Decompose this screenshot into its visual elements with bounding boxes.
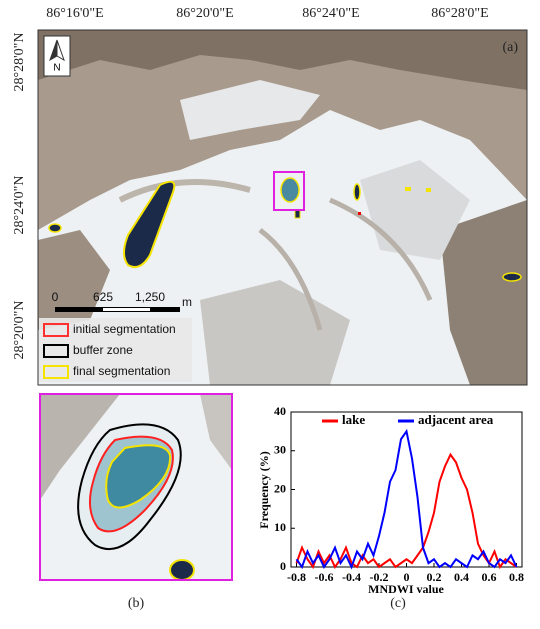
- x-axis-label: MNDWI value: [368, 582, 444, 596]
- x-tick-label: 0.8: [509, 570, 524, 584]
- legend-label: initial segmentation: [73, 322, 176, 336]
- longitude-label: 86°24'0"E: [302, 6, 359, 21]
- y-tick-label: 40: [274, 404, 286, 418]
- legend-label: buffer zone: [73, 343, 133, 357]
- scale-label: 625: [93, 290, 113, 304]
- x-tick-label: -0.2: [370, 570, 389, 584]
- x-tick-label: -0.6: [315, 570, 334, 584]
- scale-bar: [103, 308, 150, 311]
- y-tick-label: 30: [274, 443, 286, 457]
- x-tick-label: 0: [404, 570, 410, 584]
- longitude-label: 86°20'0"E: [176, 6, 233, 21]
- x-tick-label: -0.4: [342, 570, 361, 584]
- panel-label: (a): [502, 40, 518, 55]
- legend-label: final segmentation: [73, 364, 170, 378]
- line-series: [297, 431, 517, 567]
- latitude-label: 28°24'0"N: [12, 176, 27, 235]
- x-tick-label: 0.6: [482, 570, 497, 584]
- scale-label: 0: [52, 290, 59, 304]
- x-tick-label: 0.2: [427, 570, 442, 584]
- latitude-label: 28°20'0"N: [12, 301, 27, 360]
- longitude-label: 86°16'0"E: [46, 6, 103, 21]
- longitude-label: 86°28'0"E: [431, 6, 488, 21]
- scale-unit: m: [182, 295, 192, 309]
- latitude-label: 28°28'0"N: [12, 33, 27, 92]
- legend-label: lake: [342, 412, 365, 427]
- y-tick-label: 0: [280, 559, 286, 573]
- figure: N (a) 86°16'0"E 86°20'0"E 86°24'0"E 86°2…: [0, 0, 540, 624]
- inset-image: [40, 394, 232, 580]
- north-label: N: [53, 63, 60, 74]
- y-axis-label: Frequency (%): [257, 451, 271, 528]
- y-tick-label: 10: [274, 520, 286, 534]
- x-tick-label: 0.4: [454, 570, 469, 584]
- y-tick-label: 20: [274, 481, 286, 495]
- panel-label: (c): [390, 596, 406, 611]
- panel-label: (b): [128, 596, 145, 611]
- x-tick-label: -0.8: [287, 570, 306, 584]
- scale-label: 1,250: [135, 290, 165, 304]
- legend-label: adjacent area: [418, 412, 494, 427]
